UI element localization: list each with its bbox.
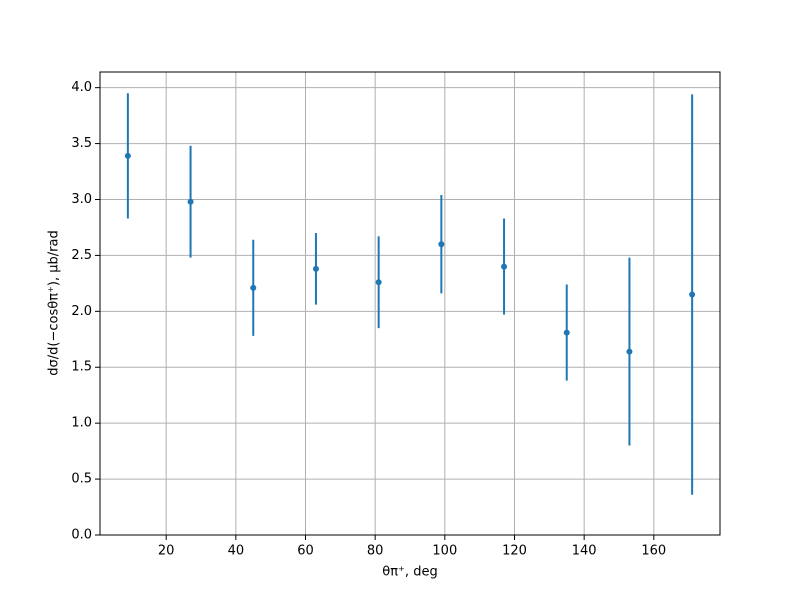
y-axis-label: dσ/d(−cosθπ⁺), μb/rad	[47, 230, 62, 375]
x-tick-label: 100	[432, 544, 457, 559]
data-point	[563, 329, 570, 336]
y-tick-label: 1.0	[71, 416, 92, 431]
x-tick-label: 120	[502, 544, 527, 559]
x-tick-label: 160	[641, 544, 666, 559]
x-tick-label: 40	[228, 544, 245, 559]
plot-frame	[99, 71, 721, 536]
data-point	[626, 348, 633, 355]
x-axis-label: θπ⁺, deg	[382, 565, 437, 580]
data-point	[312, 265, 319, 272]
data-point	[501, 263, 508, 270]
data-point	[689, 291, 696, 298]
data-point	[124, 152, 131, 159]
x-tick-label: 20	[158, 544, 175, 559]
data-point	[438, 241, 445, 248]
y-tick-label: 3.0	[71, 192, 92, 207]
y-tick-label: 0.5	[71, 472, 92, 487]
x-tick-label: 80	[367, 544, 384, 559]
y-tick-label: 2.5	[71, 248, 92, 263]
y-tick-label: 3.5	[71, 136, 92, 151]
data-point	[250, 284, 257, 291]
data-point	[375, 279, 382, 286]
y-tick-label: 0.0	[71, 528, 92, 543]
x-tick-label: 60	[297, 544, 314, 559]
y-tick-label: 2.0	[71, 304, 92, 319]
y-tick-label: 4.0	[71, 80, 92, 95]
x-tick-label: 140	[572, 544, 597, 559]
y-tick-label: 1.5	[71, 360, 92, 375]
data-point	[187, 198, 194, 205]
